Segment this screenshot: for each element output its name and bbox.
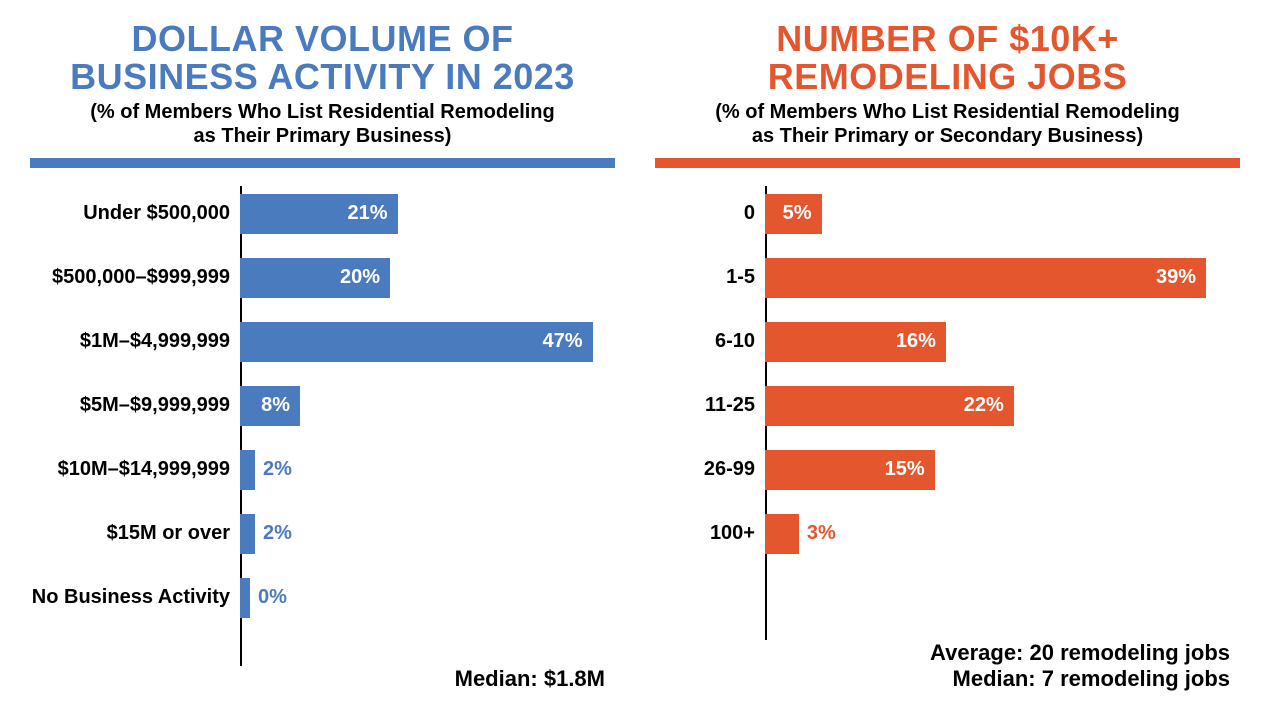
bar: 22% [765, 386, 1014, 426]
subtitle-left-line2: as Their Primary Business) [194, 125, 452, 147]
bar-value-label: 15% [885, 458, 925, 481]
bar-track: 21% [240, 186, 615, 242]
bar-row: Under $500,000 21% [30, 186, 615, 242]
bar-track: 2% [240, 442, 615, 498]
bar: 8% [240, 386, 300, 426]
bar-row: $10M–$14,999,9992% [30, 442, 615, 498]
subtitle-right-line2: as Their Primary or Secondary Business) [752, 125, 1143, 147]
bar-track: 15% [765, 442, 1240, 498]
page: DOLLAR VOLUME OF BUSINESS ACTIVITY IN 20… [0, 0, 1270, 722]
bar-value-label: 2% [263, 458, 292, 481]
category-label: 1-5 [655, 266, 765, 289]
bar-value-label: 20% [340, 266, 380, 289]
bar: 2% [240, 514, 255, 554]
bar-track: 0% [240, 570, 615, 626]
bar-row: No Business Activity0% [30, 570, 615, 626]
rule-right [655, 158, 1240, 168]
bar-track: 3% [765, 506, 1240, 562]
category-label: $1M–$4,999,999 [30, 330, 240, 353]
bar-track: 20% [240, 250, 615, 306]
bar-row: $5M–$9,999,999 8% [30, 378, 615, 434]
panel-remodeling-jobs: NUMBER OF $10K+ REMODELING JOBS (% of Me… [655, 20, 1240, 692]
footer-right: Average: 20 remodeling jobsMedian: 7 rem… [655, 640, 1240, 692]
category-label: 100+ [655, 522, 765, 545]
category-label: No Business Activity [30, 586, 240, 609]
bar-row: 1-5 39% [655, 250, 1240, 306]
title-left: DOLLAR VOLUME OF BUSINESS ACTIVITY IN 20… [30, 20, 615, 96]
bar-value-label: 2% [263, 522, 292, 545]
bar: 47% [240, 322, 593, 362]
bar: 20% [240, 258, 390, 298]
footer-line: Median: 7 remodeling jobs [655, 666, 1230, 692]
subtitle-right-line1: (% of Members Who List Residential Remod… [715, 101, 1180, 123]
bar-row: 6-10 16% [655, 314, 1240, 370]
bar-value-label: 16% [896, 330, 936, 353]
bar: 5% [765, 194, 822, 234]
chart-left: Under $500,000 21% $500,000–$999,999 20% $1M… [30, 186, 615, 666]
bar-value-label: 21% [347, 202, 387, 225]
bar-track: 22% [765, 378, 1240, 434]
bar-row: 11-25 22% [655, 378, 1240, 434]
bar-track: 47% [240, 314, 615, 370]
bar: 15% [765, 450, 935, 490]
bar: 0% [240, 578, 250, 618]
chart-right: 05%1-539%6-1016%11-2522%26-9915%100+3% [655, 186, 1240, 640]
title-left-line1: DOLLAR VOLUME OF [132, 18, 514, 59]
title-right-line1: NUMBER OF $10K+ [776, 18, 1119, 59]
bar: 3% [765, 514, 799, 554]
title-right: NUMBER OF $10K+ REMODELING JOBS [655, 20, 1240, 96]
bar-track: 16% [765, 314, 1240, 370]
bar-value-label: 47% [542, 330, 582, 353]
bar-row: 26-99 15% [655, 442, 1240, 498]
category-label: 11-25 [655, 394, 765, 417]
footer-line: Average: 20 remodeling jobs [655, 640, 1230, 666]
panel-dollar-volume: DOLLAR VOLUME OF BUSINESS ACTIVITY IN 20… [30, 20, 615, 692]
rule-left [30, 158, 615, 168]
bar-row: $15M or over2% [30, 506, 615, 562]
category-label: $15M or over [30, 522, 240, 545]
category-label: 0 [655, 202, 765, 225]
footer-left: Median: $1.8M [30, 666, 615, 692]
category-label: $10M–$14,999,999 [30, 458, 240, 481]
bar-value-label: 0% [258, 586, 287, 609]
title-left-line2: BUSINESS ACTIVITY IN 2023 [70, 56, 575, 97]
bar-track: 8% [240, 378, 615, 434]
title-right-line2: REMODELING JOBS [768, 56, 1128, 97]
footer-line: Median: $1.8M [30, 666, 605, 692]
subtitle-right: (% of Members Who List Residential Remod… [655, 100, 1240, 148]
category-label: 26-99 [655, 458, 765, 481]
category-label: 6-10 [655, 330, 765, 353]
bar-row: $500,000–$999,999 20% [30, 250, 615, 306]
bar-row: $1M–$4,999,999 47% [30, 314, 615, 370]
bar-row: 0 5% [655, 186, 1240, 242]
bar-value-label: 22% [964, 394, 1004, 417]
bar-value-label: 8% [261, 394, 290, 417]
bar-track: 39% [765, 250, 1240, 306]
subtitle-left-line1: (% of Members Who List Residential Remod… [90, 101, 555, 123]
bar-value-label: 3% [807, 522, 836, 545]
bar-track: 5% [765, 186, 1240, 242]
bar: 2% [240, 450, 255, 490]
bar: 16% [765, 322, 946, 362]
category-label: $500,000–$999,999 [30, 266, 240, 289]
subtitle-left: (% of Members Who List Residential Remod… [30, 100, 615, 148]
bar-row: 100+3% [655, 506, 1240, 562]
bar-value-label: 5% [783, 202, 812, 225]
bar-track: 2% [240, 506, 615, 562]
category-label: $5M–$9,999,999 [30, 394, 240, 417]
bar: 21% [240, 194, 398, 234]
bar-value-label: 39% [1156, 266, 1196, 289]
category-label: Under $500,000 [30, 202, 240, 225]
bar: 39% [765, 258, 1206, 298]
